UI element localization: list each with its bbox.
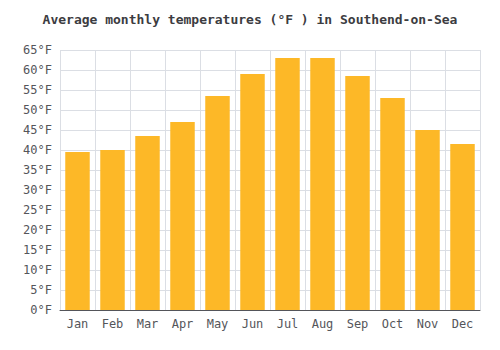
svg-text:Apr: Apr xyxy=(172,317,194,331)
svg-text:Jan: Jan xyxy=(67,317,89,331)
svg-text:Oct: Oct xyxy=(382,317,404,331)
svg-text:Nov: Nov xyxy=(417,317,439,331)
svg-text:10°F: 10°F xyxy=(23,263,52,277)
svg-text:Aug: Aug xyxy=(312,317,334,331)
svg-text:65°F: 65°F xyxy=(23,43,52,57)
svg-text:35°F: 35°F xyxy=(23,163,52,177)
svg-text:Average monthly temperatures (: Average monthly temperatures (°F ) in So… xyxy=(43,12,458,27)
svg-text:Jul: Jul xyxy=(277,317,299,331)
svg-text:50°F: 50°F xyxy=(23,103,52,117)
svg-text:30°F: 30°F xyxy=(23,183,52,197)
svg-text:15°F: 15°F xyxy=(23,243,52,257)
svg-text:60°F: 60°F xyxy=(23,63,52,77)
svg-text:Sep: Sep xyxy=(347,317,369,331)
svg-text:Feb: Feb xyxy=(102,317,124,331)
svg-text:45°F: 45°F xyxy=(23,123,52,137)
svg-text:20°F: 20°F xyxy=(23,223,52,237)
svg-text:40°F: 40°F xyxy=(23,143,52,157)
svg-text:May: May xyxy=(207,317,229,331)
svg-text:5°F: 5°F xyxy=(30,283,52,297)
svg-text:25°F: 25°F xyxy=(23,203,52,217)
svg-text:0°F: 0°F xyxy=(30,303,52,317)
svg-text:Mar: Mar xyxy=(137,317,159,331)
svg-text:Jun: Jun xyxy=(242,317,264,331)
svg-text:Dec: Dec xyxy=(452,317,474,331)
svg-text:55°F: 55°F xyxy=(23,83,52,97)
